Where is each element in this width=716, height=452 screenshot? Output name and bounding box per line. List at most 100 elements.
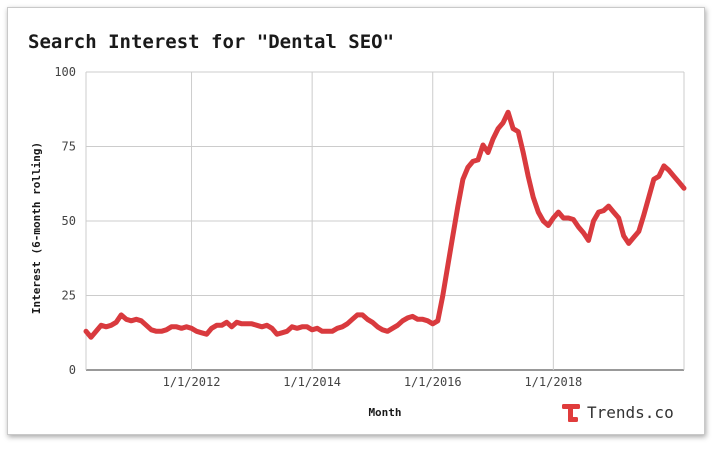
data-point (169, 325, 173, 329)
data-point (99, 323, 103, 327)
data-point (647, 195, 651, 199)
x-tick-label: 1/1/2016 (404, 375, 462, 389)
data-point (340, 325, 344, 329)
data-point (546, 224, 550, 227)
data-point (350, 317, 354, 321)
data-point (345, 322, 349, 326)
data-point (456, 204, 460, 208)
data-point (672, 174, 676, 178)
data-point (84, 329, 88, 333)
data-point (491, 137, 495, 141)
data-point (124, 317, 128, 321)
data-point (441, 294, 445, 297)
data-point (280, 331, 284, 335)
brand-name: Trends.co (587, 403, 674, 422)
data-point (396, 323, 400, 327)
data-point (516, 130, 520, 134)
data-point (406, 316, 410, 320)
data-point (250, 322, 254, 326)
data-point (265, 323, 269, 327)
data-point (180, 326, 183, 330)
data-point (506, 110, 510, 114)
data-point (185, 325, 188, 329)
data-point (486, 151, 490, 154)
data-point (154, 329, 158, 333)
data-point (315, 326, 319, 330)
data-point (355, 313, 359, 317)
data-point (290, 325, 294, 329)
data-point (255, 323, 259, 327)
chart-title: Search Interest for "Dental SEO" (28, 31, 394, 53)
data-point (682, 186, 686, 190)
data-point (426, 319, 430, 323)
data-point (411, 314, 415, 318)
data-point (190, 326, 193, 330)
data-point (526, 174, 530, 178)
data-point (521, 151, 525, 154)
data-point (195, 329, 199, 333)
data-point (622, 234, 626, 238)
y-axis-title: Interest (6-month rolling) (30, 142, 43, 314)
data-point (109, 323, 113, 327)
data-point (225, 320, 229, 324)
data-point (531, 195, 535, 199)
x-tick-label: 1/1/2018 (524, 375, 582, 389)
data-point (205, 332, 209, 336)
data-point (416, 317, 420, 321)
data-point (310, 328, 314, 332)
data-point (159, 329, 163, 333)
data-point (587, 238, 590, 242)
data-point (566, 216, 570, 220)
data-point (134, 317, 138, 321)
data-point (431, 322, 435, 326)
data-point (230, 325, 234, 329)
data-point (642, 213, 646, 217)
data-point (330, 329, 334, 333)
data-point (149, 328, 153, 332)
data-point (632, 235, 636, 239)
data-point (144, 323, 148, 327)
data-point (597, 210, 601, 214)
data-point (240, 322, 244, 326)
data-point (114, 320, 118, 324)
brand-logo: Trends.co (562, 403, 674, 422)
data-point (119, 313, 123, 317)
data-point (89, 335, 93, 339)
data-point (571, 218, 575, 221)
data-point (305, 325, 309, 329)
data-point (627, 241, 631, 245)
data-point (652, 177, 656, 181)
data-point (501, 121, 505, 125)
data-point (386, 329, 389, 333)
data-point (325, 329, 329, 333)
data-point (511, 127, 515, 131)
data-point (602, 209, 606, 213)
data-point (451, 234, 455, 238)
data-point (481, 143, 485, 147)
data-point (139, 319, 143, 323)
data-point (637, 229, 641, 233)
series-line (83, 109, 687, 340)
data-point (335, 326, 339, 330)
data-point (320, 329, 324, 333)
data-point (607, 204, 611, 208)
data-point (421, 317, 425, 321)
data-point (476, 158, 480, 162)
y-tick-label: 50 (62, 214, 76, 228)
data-point (582, 231, 585, 235)
data-point (617, 216, 621, 220)
data-point (129, 319, 133, 323)
y-tick-label: 100 (54, 65, 76, 79)
data-point (381, 328, 384, 332)
data-point (551, 216, 555, 220)
data-point (662, 164, 666, 168)
data-point (466, 165, 470, 169)
data-point (220, 323, 224, 327)
y-tick-label: 0 (69, 363, 76, 377)
data-point (657, 174, 661, 178)
x-tick-label: 1/1/2014 (283, 375, 341, 389)
data-point (436, 319, 440, 323)
data-point (612, 210, 616, 214)
x-tick-label: 1/1/2012 (163, 375, 221, 389)
